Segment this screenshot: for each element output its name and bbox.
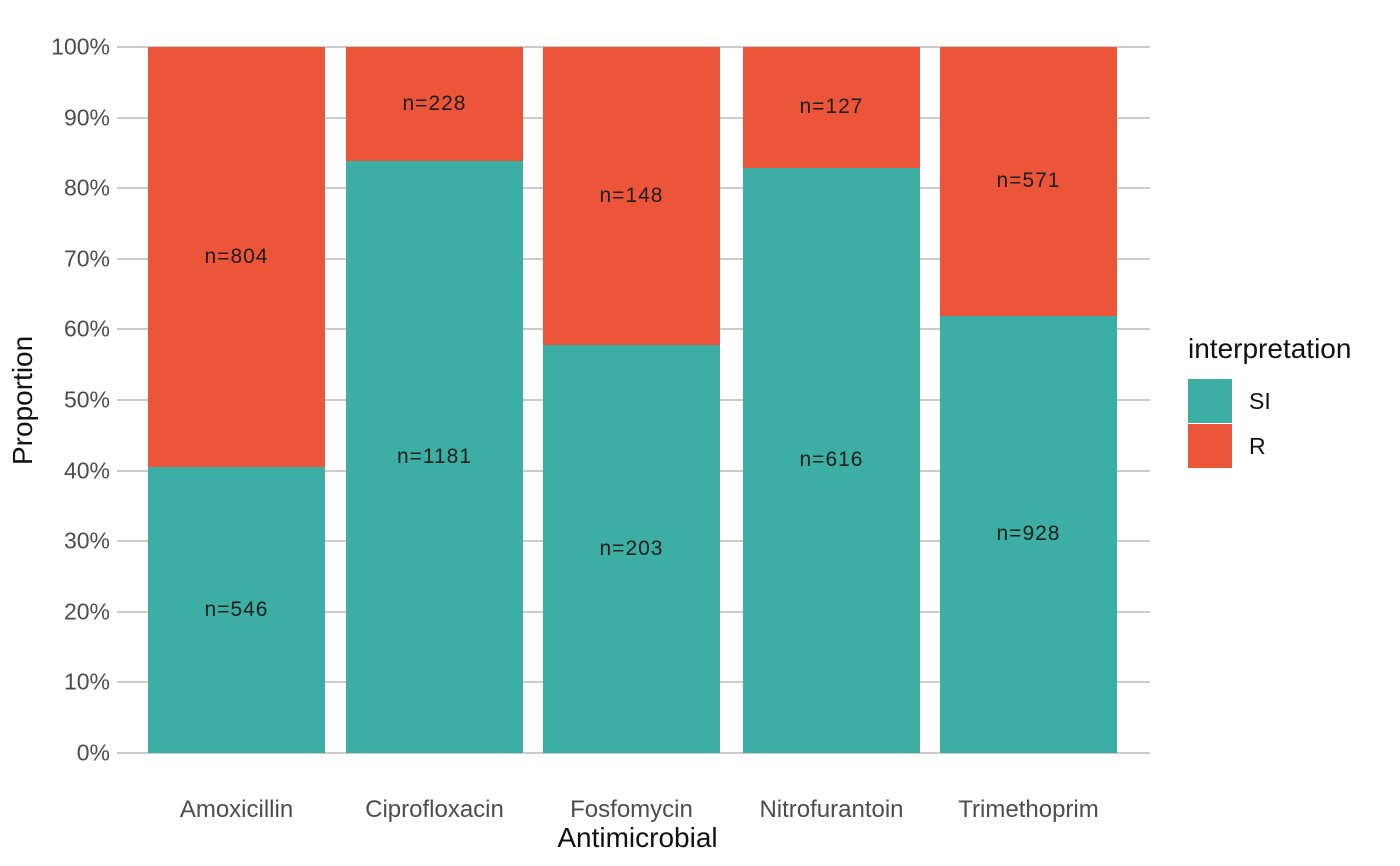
legend-entries: SI R (1188, 379, 1351, 468)
y-tick-label: 0% (76, 739, 110, 766)
legend-entry-si: SI (1188, 379, 1351, 423)
y-tick-label: 50% (63, 386, 110, 413)
y-tick-label: 40% (63, 457, 110, 484)
bar-ciprofloxacin: n=228 n=1181 (346, 47, 523, 753)
bar-trimethoprim: n=571 n=928 (940, 47, 1117, 753)
legend-label: R (1249, 432, 1266, 459)
bar-segment-r: n=571 (940, 47, 1117, 316)
bar-segment-r: n=127 (743, 47, 920, 168)
y-axis-tick-labels: 0% 10% 20% 30% 40% 50% 60% 70% 80% 90% 100% (0, 35, 110, 764)
legend-swatch (1188, 379, 1232, 423)
legend: interpretation SI R (1188, 333, 1351, 469)
plot-area: n=804 n=546 n=228 n=1181 n=148 n=203 n=127 n=61… (117, 46, 1150, 754)
x-tick-label: Amoxicillin (179, 796, 294, 823)
bar-segment-si: n=928 (940, 315, 1117, 753)
y-tick-label: 70% (63, 245, 110, 272)
bar-count-label-si: n=1181 (396, 445, 473, 469)
y-tick-label: 20% (63, 598, 110, 625)
bar-count-label-r: n=571 (996, 169, 1061, 193)
x-tick-label: Nitrofurantoin (759, 796, 904, 823)
x-axis-tick-labels: Amoxicillin Ciprofloxacin Fosfomycin Nitrof… (125, 796, 1150, 824)
bar-count-label-r: n=228 (402, 92, 467, 116)
x-axis-title: Antimicrobial (557, 822, 718, 853)
bar-segment-si: n=203 (543, 344, 720, 753)
y-tick-label: 80% (63, 174, 110, 201)
y-tick-label: 60% (63, 315, 110, 342)
gridline (117, 752, 1150, 754)
bar-segment-r: n=228 (346, 47, 523, 162)
bar-count-label-r: n=148 (599, 183, 664, 207)
legend-entry-r: R (1188, 424, 1351, 468)
bar-count-label-r: n=804 (204, 245, 269, 269)
legend-title: interpretation (1188, 333, 1352, 364)
bar-segment-si: n=1181 (346, 161, 523, 753)
legend-label: SI (1249, 387, 1271, 414)
bar-count-label-si: n=928 (996, 522, 1061, 546)
y-tick-label: 90% (63, 104, 110, 131)
bar-count-label-si: n=616 (799, 448, 864, 472)
bar-segment-r: n=148 (543, 47, 720, 345)
bar-segment-si: n=616 (743, 167, 920, 753)
gridline (117, 46, 1150, 48)
bar-count-label-si: n=546 (204, 598, 269, 622)
bar-fosfomycin: n=148 n=203 (543, 47, 720, 753)
legend-swatch (1188, 424, 1232, 468)
x-tick-label: Fosfomycin (570, 796, 693, 823)
bar-count-label-si: n=203 (599, 536, 664, 560)
bar-segment-si: n=546 (148, 467, 325, 753)
y-tick-label: 30% (63, 527, 110, 554)
y-tick-label: 10% (63, 668, 110, 695)
bar-amoxicillin: n=804 n=546 (148, 47, 325, 753)
bar-segment-r: n=804 (148, 47, 325, 468)
bar-nitrofurantoin: n=127 n=616 (743, 47, 920, 753)
x-tick-label: Trimethoprim (958, 796, 1099, 823)
bar-count-label-r: n=127 (799, 95, 864, 119)
x-tick-label: Ciprofloxacin (365, 796, 504, 823)
y-tick-label: 100% (51, 33, 110, 60)
